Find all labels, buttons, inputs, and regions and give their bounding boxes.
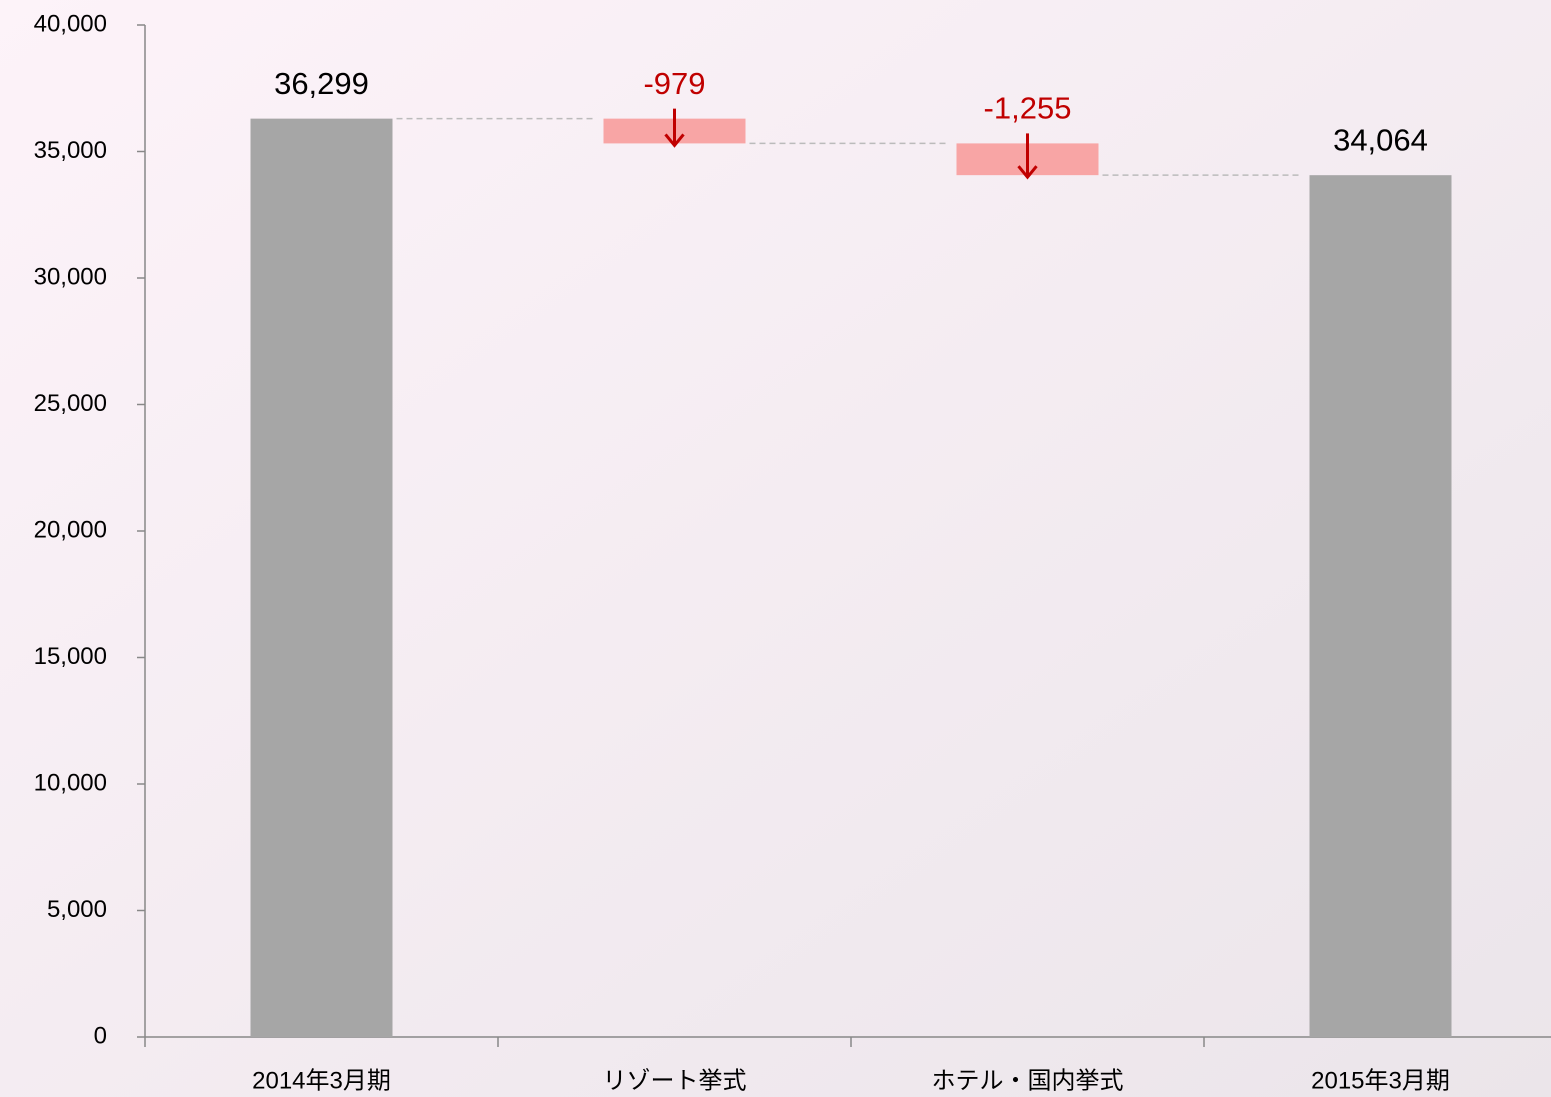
- y-tick-label: 10,000: [34, 769, 107, 796]
- bar: [250, 118, 393, 1037]
- x-tick-label: 2015年3月期: [1311, 1067, 1450, 1094]
- y-tick-label: 35,000: [34, 137, 107, 164]
- value-label: -979: [643, 66, 705, 101]
- arrow-head: [664, 133, 685, 148]
- y-tick-label: 5,000: [47, 896, 107, 923]
- x-tick-label: ホテル・国内挙式: [932, 1067, 1124, 1094]
- x-tick-label: リゾート挙式: [603, 1067, 747, 1094]
- x-tick-label: 2014年3月期: [252, 1067, 391, 1094]
- y-tick-label: 20,000: [34, 516, 107, 543]
- y-tick-label: 30,000: [34, 263, 107, 290]
- value-label: -1,255: [984, 91, 1072, 126]
- bar: [1309, 175, 1452, 1038]
- y-tick-label: 0: [94, 1022, 107, 1049]
- value-label: 36,299: [274, 66, 369, 101]
- y-tick-label: 40,000: [34, 10, 107, 37]
- value-label: 34,064: [1333, 122, 1428, 157]
- y-tick-label: 15,000: [34, 643, 107, 670]
- arrow-head: [1017, 165, 1038, 180]
- y-tick-label: 25,000: [34, 390, 107, 417]
